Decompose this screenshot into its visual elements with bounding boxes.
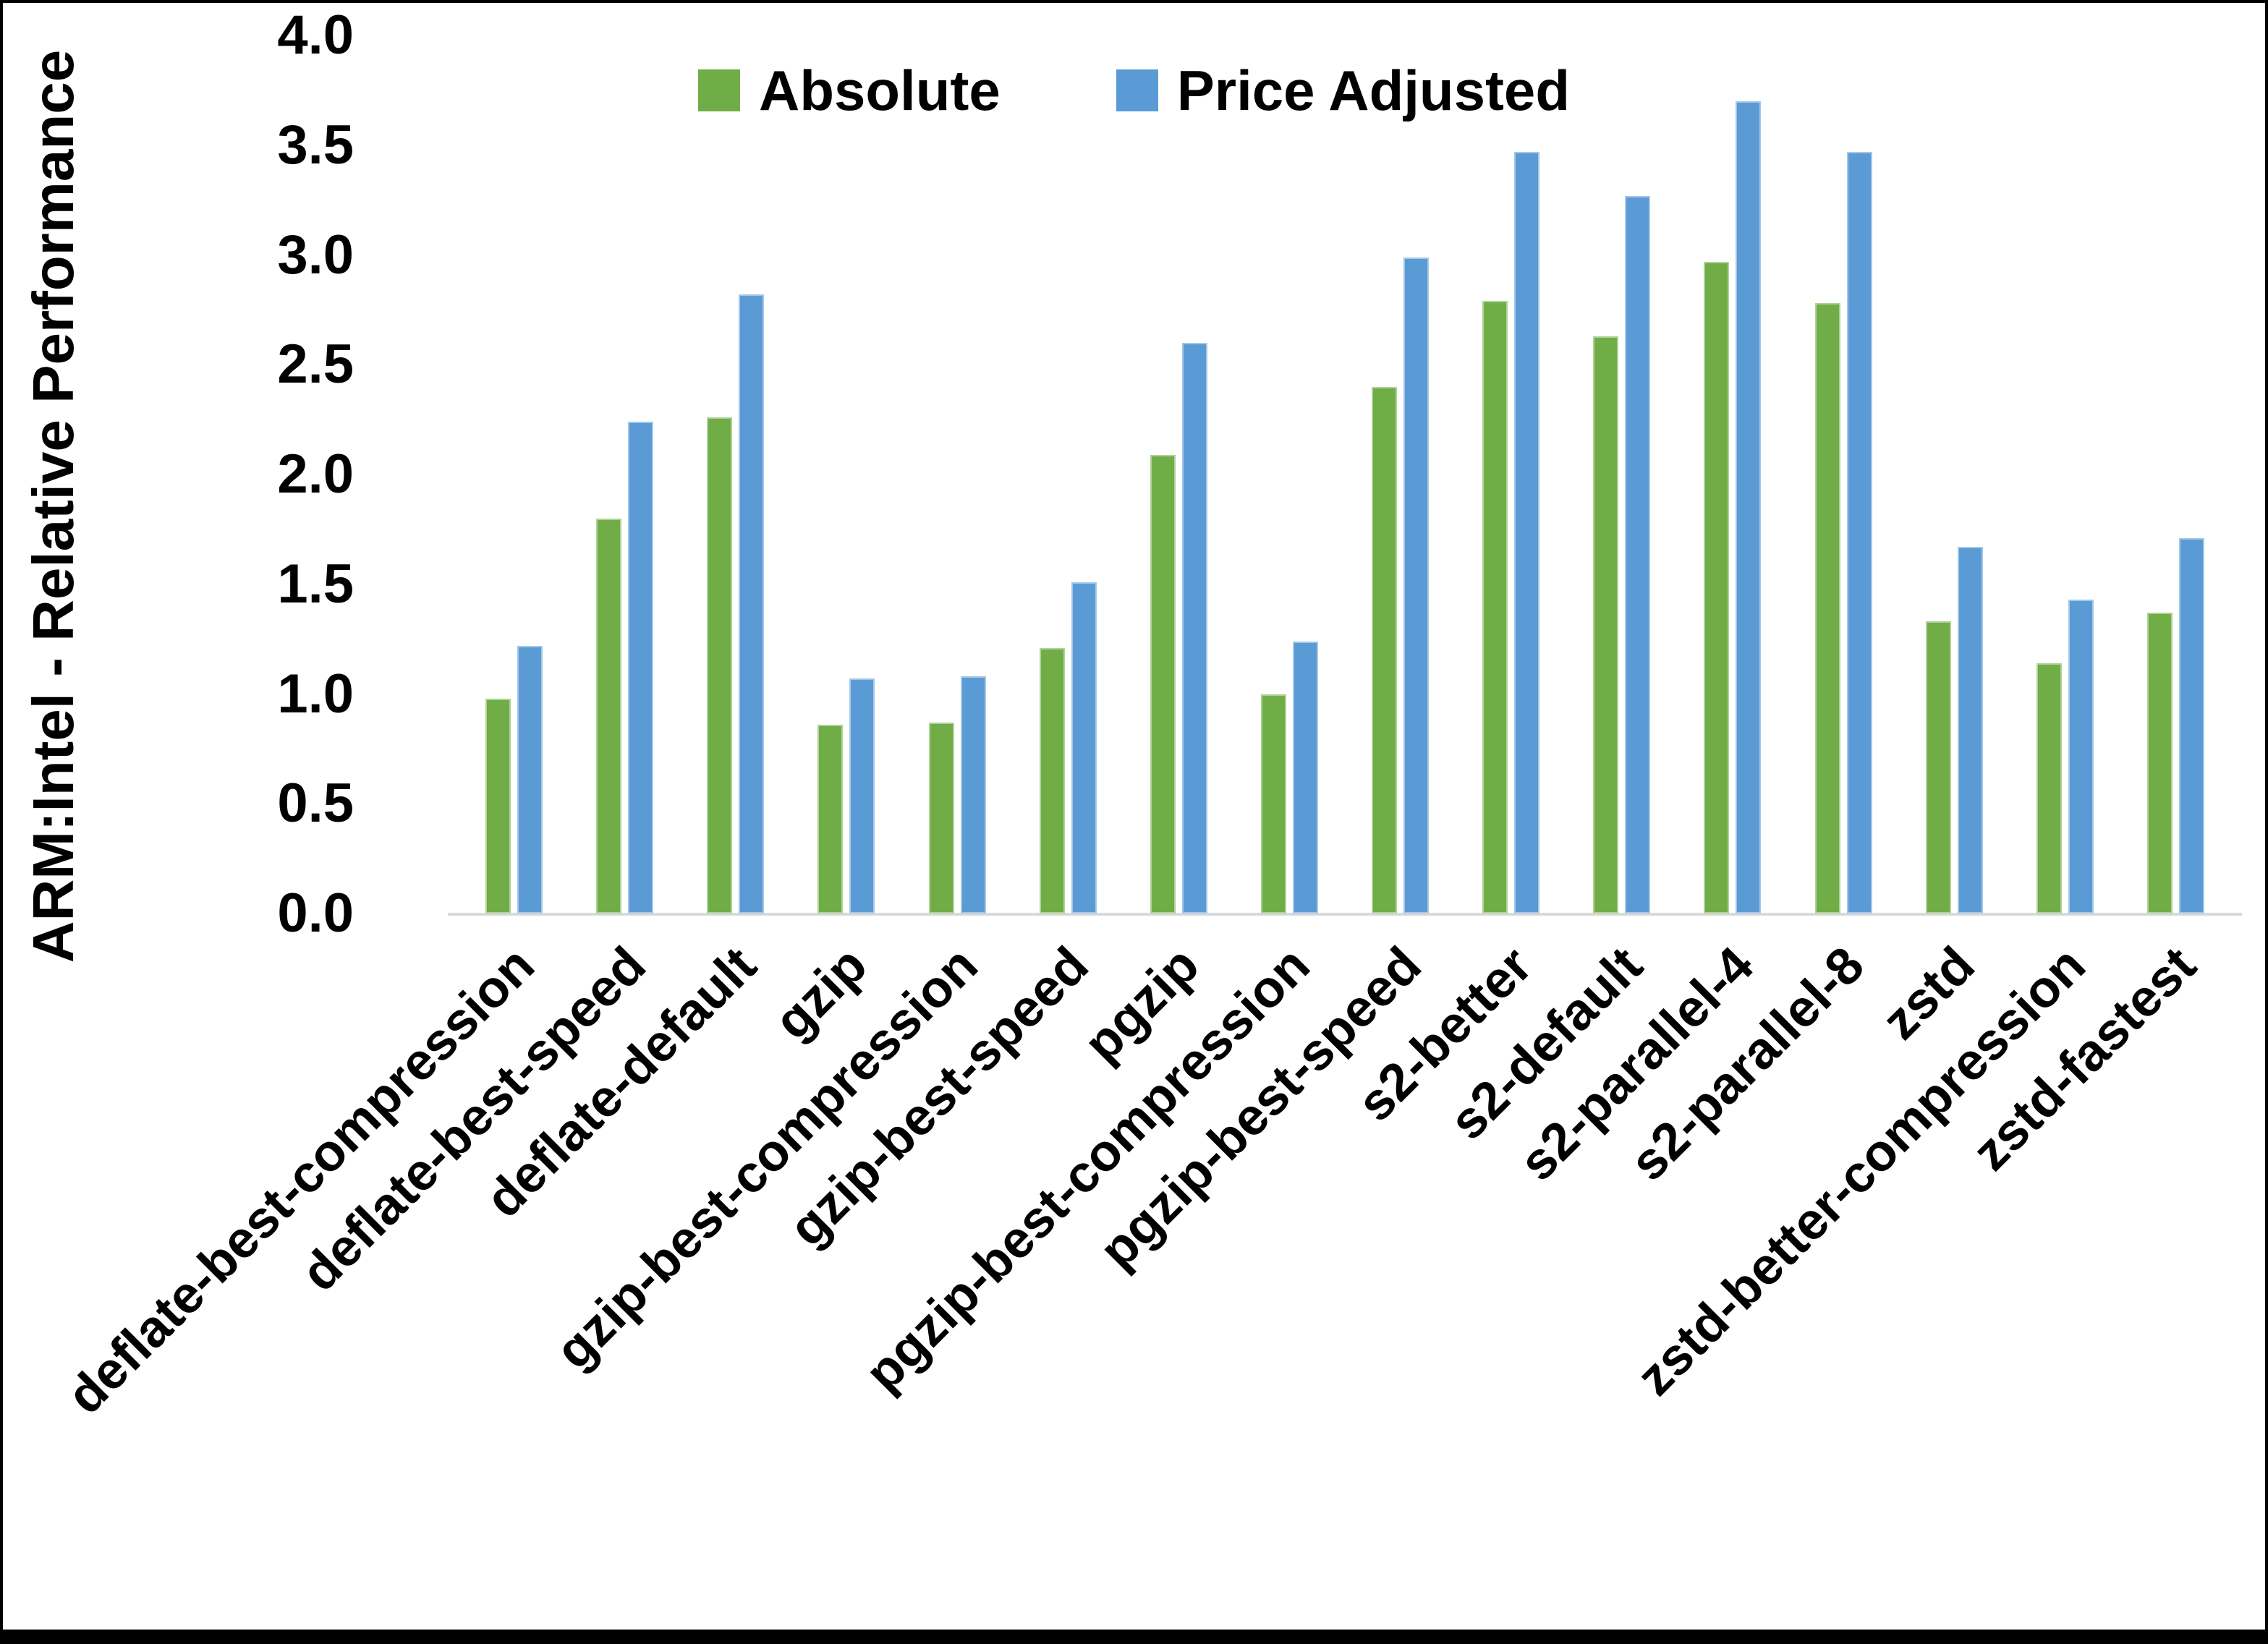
bar-price-adjusted-gzip-best-compression: [960, 676, 986, 913]
bar-absolute-zstd-fastest: [2146, 613, 2173, 913]
legend-label: Price Adjusted: [1176, 59, 1570, 122]
y-tick-label: 0.0: [277, 882, 354, 944]
y-tick-label: 4.0: [277, 4, 354, 66]
y-tick-label: 0.5: [277, 772, 354, 835]
y-tick-label: 3.5: [277, 114, 354, 176]
bar-absolute-s2-default: [1593, 336, 1619, 913]
bar-absolute-deflate-best-compression: [485, 698, 511, 913]
bar-price-adjusted-s2-better: [1514, 151, 1540, 913]
y-tick-label: 2.0: [277, 443, 354, 505]
bar-absolute-s2-better: [1482, 301, 1508, 913]
plot-area: [448, 35, 2242, 916]
bar-absolute-s2-parallel-4: [1704, 261, 1730, 913]
legend-item-absolute: Absolute: [698, 62, 1001, 119]
bar-price-adjusted-zstd: [1957, 547, 1983, 913]
legend-label: Absolute: [759, 59, 1001, 122]
x-axis-line: [448, 913, 2242, 916]
bar-absolute-pgzip-best-speed: [1372, 386, 1398, 913]
bar-absolute-zstd-better-compression: [2036, 663, 2062, 913]
legend-swatch-icon: [1116, 69, 1158, 111]
bar-price-adjusted-s2-parallel-8: [1846, 151, 1872, 913]
y-axis-title: ARM:Intel - Relative Performance: [21, 49, 85, 963]
bar-price-adjusted-pgzip: [1181, 342, 1207, 913]
legend-swatch-icon: [698, 69, 741, 111]
bar-price-adjusted-deflate-best-speed: [628, 422, 654, 913]
bar-absolute-gzip: [817, 725, 844, 913]
bar-price-adjusted-pgzip-best-compression: [1292, 641, 1318, 913]
y-tick-label: 3.0: [277, 223, 354, 286]
bar-absolute-s2-parallel-8: [1814, 303, 1840, 913]
bar-absolute-gzip-best-compression: [928, 722, 954, 913]
bar-price-adjusted-zstd-fastest: [2178, 538, 2204, 913]
bar-absolute-pgzip-best-compression: [1260, 694, 1286, 913]
y-tick-label: 2.5: [277, 333, 354, 396]
y-tick-label: 1.0: [277, 663, 354, 725]
bar-absolute-pgzip: [1150, 454, 1176, 913]
bar-price-adjusted-gzip-best-speed: [1071, 582, 1097, 913]
bar-price-adjusted-deflate-default: [739, 294, 765, 913]
bar-absolute-zstd: [1925, 621, 1951, 913]
legend: Absolute Price Adjusted: [3, 62, 2265, 119]
bar-price-adjusted-s2-default: [1625, 195, 1651, 913]
bar-absolute-gzip-best-speed: [1039, 647, 1065, 913]
bar-price-adjusted-zstd-better-compression: [2068, 600, 2094, 913]
bar-price-adjusted-s2-parallel-4: [1736, 101, 1762, 913]
bar-price-adjusted-pgzip-best-speed: [1403, 257, 1430, 913]
x-category-label-text: deflate-best-compression: [56, 936, 546, 1426]
bar-price-adjusted-deflate-best-compression: [517, 645, 543, 913]
legend-item-price-adjusted: Price Adjusted: [1116, 62, 1570, 119]
bar-price-adjusted-gzip: [849, 678, 875, 913]
bar-absolute-deflate-best-speed: [596, 518, 622, 913]
bar-absolute-deflate-default: [707, 417, 733, 913]
y-tick-label: 1.5: [277, 553, 354, 615]
